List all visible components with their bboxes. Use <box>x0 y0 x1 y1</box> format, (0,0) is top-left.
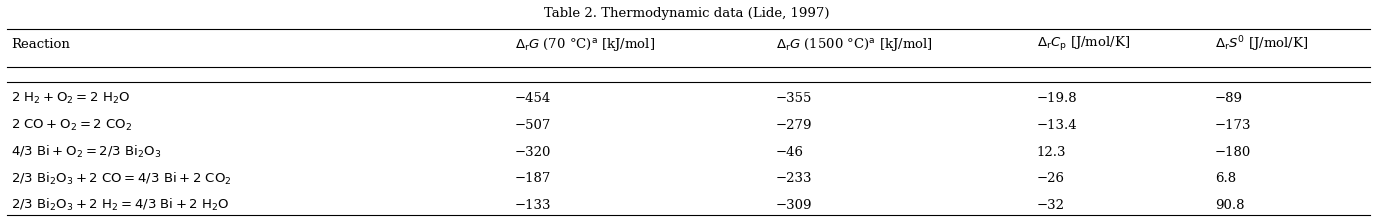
Text: −32: −32 <box>1037 199 1064 212</box>
Text: $2\ \mathrm{CO + O_2 = 2\ CO_2}$: $2\ \mathrm{CO + O_2 = 2\ CO_2}$ <box>11 118 132 133</box>
Text: 90.8: 90.8 <box>1215 199 1244 212</box>
Text: −46: −46 <box>776 146 803 159</box>
Text: −19.8: −19.8 <box>1037 92 1078 105</box>
Text: $\mathrm{4/3\ Bi + O_2 = 2/3\ Bi_2O_3}$: $\mathrm{4/3\ Bi + O_2 = 2/3\ Bi_2O_3}$ <box>11 144 161 160</box>
Text: 6.8: 6.8 <box>1215 172 1236 185</box>
Text: 12.3: 12.3 <box>1037 146 1065 159</box>
Text: Reaction: Reaction <box>11 38 70 51</box>
Text: −355: −355 <box>776 92 811 105</box>
Text: −173: −173 <box>1215 119 1252 132</box>
Text: $\Delta_{\mathrm{r}}C_{\mathrm{p}}$ [J/mol/K]: $\Delta_{\mathrm{r}}C_{\mathrm{p}}$ [J/m… <box>1037 35 1130 54</box>
Text: −320: −320 <box>515 146 551 159</box>
Text: −180: −180 <box>1215 146 1251 159</box>
Text: −26: −26 <box>1037 172 1064 185</box>
Text: Table 2. Thermodynamic data (Lide, 1997): Table 2. Thermodynamic data (Lide, 1997) <box>544 7 829 20</box>
Text: −454: −454 <box>515 92 551 105</box>
Text: $\Delta_{\mathrm{r}}G$ (1500 °C)$^{\mathrm{a}}$ [kJ/mol]: $\Delta_{\mathrm{r}}G$ (1500 °C)$^{\math… <box>776 36 932 53</box>
Text: $\mathrm{2/3\ Bi_2O_3 + 2\ CO = 4/3\ Bi + 2\ CO_2}$: $\mathrm{2/3\ Bi_2O_3 + 2\ CO = 4/3\ Bi … <box>11 171 232 187</box>
Text: −507: −507 <box>515 119 551 132</box>
Text: −187: −187 <box>515 172 551 185</box>
Text: $\Delta_{\mathrm{r}}G$ (70 °C)$^{\mathrm{a}}$ [kJ/mol]: $\Delta_{\mathrm{r}}G$ (70 °C)$^{\mathrm… <box>515 36 655 53</box>
Text: −13.4: −13.4 <box>1037 119 1078 132</box>
Text: $\Delta_{\mathrm{r}}S^{0}$ [J/mol/K]: $\Delta_{\mathrm{r}}S^{0}$ [J/mol/K] <box>1215 35 1308 54</box>
Text: −133: −133 <box>515 199 552 212</box>
Text: −89: −89 <box>1215 92 1243 105</box>
Text: −279: −279 <box>776 119 813 132</box>
Text: −233: −233 <box>776 172 813 185</box>
Text: −309: −309 <box>776 199 813 212</box>
Text: $2\ \mathrm{H_2 + O_2 = 2\ H_2O}$: $2\ \mathrm{H_2 + O_2 = 2\ H_2O}$ <box>11 91 130 106</box>
Text: $\mathrm{2/3\ Bi_2O_3 + 2\ H_2 = 4/3\ Bi + 2\ H_2O}$: $\mathrm{2/3\ Bi_2O_3 + 2\ H_2 = 4/3\ Bi… <box>11 197 229 213</box>
